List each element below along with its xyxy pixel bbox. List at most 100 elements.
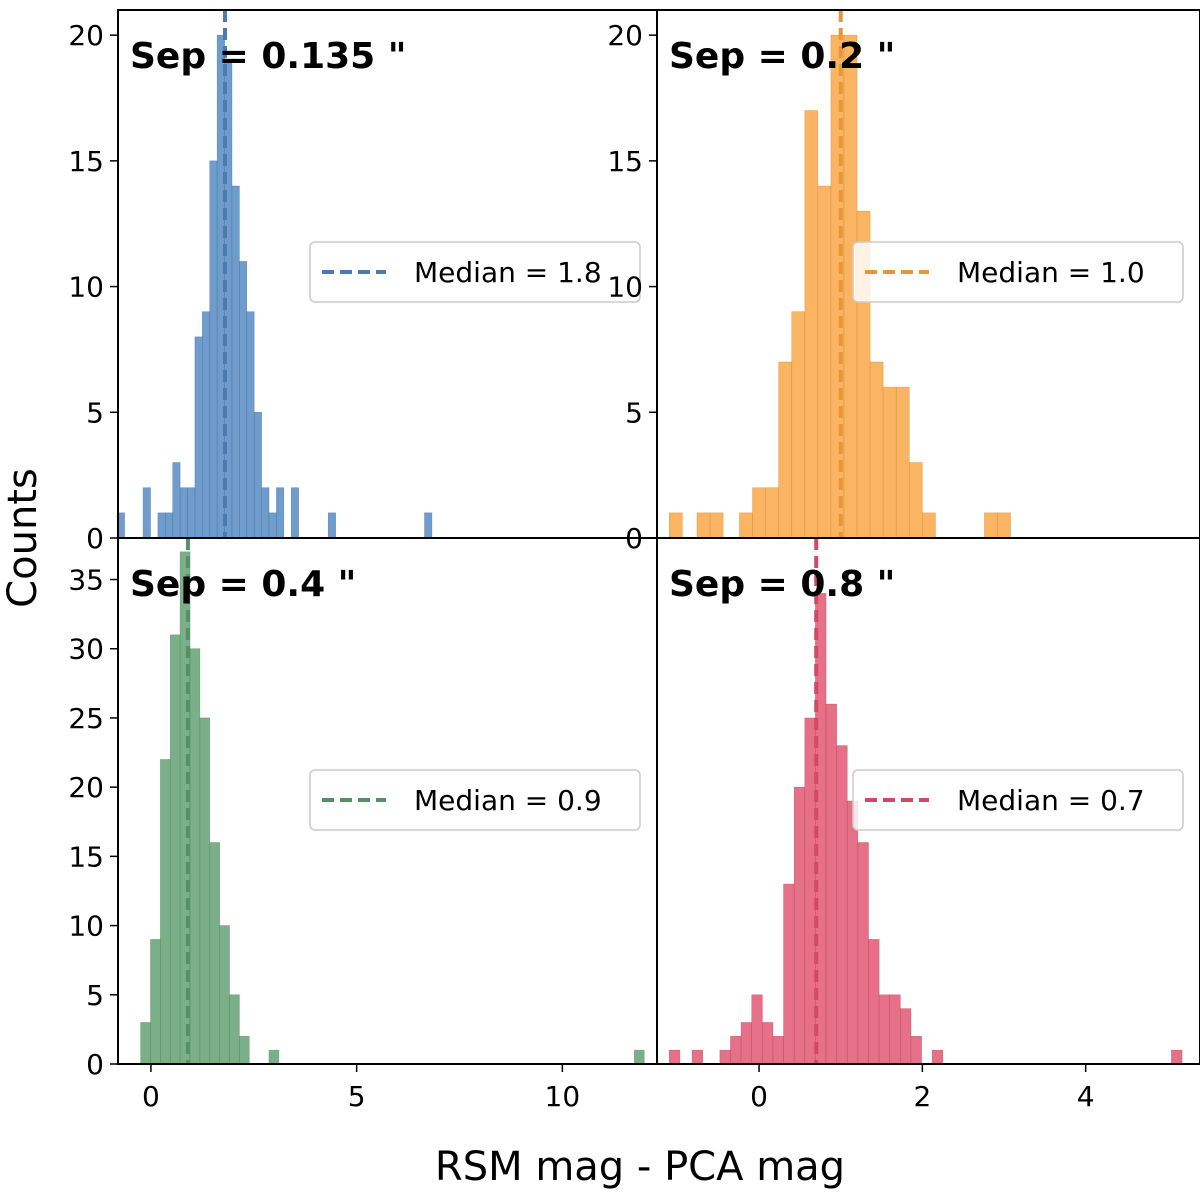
histogram-bar — [751, 994, 763, 1065]
histogram-bar — [327, 512, 336, 539]
histogram-bar — [290, 487, 299, 539]
y-tick-label: 15 — [607, 145, 643, 178]
legend: Median = 0.9 — [309, 769, 641, 831]
histogram-bar — [246, 311, 255, 539]
y-tick-label: 30 — [68, 633, 104, 666]
y-tick-label: 10 — [68, 271, 104, 304]
histogram-bar — [740, 1022, 753, 1065]
histogram-bar — [276, 487, 285, 539]
histogram-bar — [691, 1049, 704, 1065]
histogram-bar — [730, 1036, 742, 1065]
x-tick-label: 4 — [1077, 1080, 1095, 1113]
histogram-bar — [804, 717, 816, 1065]
histogram-bar — [922, 512, 936, 539]
histogram-bar — [140, 1022, 151, 1065]
histogram-bar — [209, 842, 220, 1065]
histogram-bar — [150, 939, 161, 1065]
histogram-bar — [172, 462, 181, 539]
y-tick-label: 10 — [607, 271, 643, 304]
legend: Median = 0.7 — [852, 769, 1184, 831]
legend: Median = 1.8 — [309, 241, 641, 303]
histogram-bar — [909, 462, 923, 539]
x-axis-label: RSM mag - PCA mag — [435, 1144, 845, 1190]
histogram-bar — [882, 386, 897, 539]
histogram-bar — [160, 759, 171, 1065]
histogram-bar — [261, 487, 270, 539]
y-axis-label: Counts — [0, 468, 46, 608]
histogram-bar — [931, 1049, 944, 1065]
histogram-bar — [778, 361, 793, 539]
y-tick-label: 0 — [86, 1048, 104, 1081]
histogram-bar — [857, 842, 869, 1065]
histogram-bar — [696, 512, 711, 539]
histogram-bar — [836, 745, 848, 1065]
y-tick-label: 15 — [68, 145, 104, 178]
legend: Median = 1.0 — [852, 241, 1184, 303]
y-tick-label: 0 — [86, 522, 104, 555]
panel-bottom-right: 0 2 4 Sep = 0.8 " Median = 0.7 — [656, 537, 1200, 1113]
histogram-bar — [765, 487, 779, 539]
histogram-bar — [895, 386, 910, 539]
histogram-bar — [762, 1022, 774, 1065]
histogram-bar — [739, 512, 753, 539]
histogram-bar — [709, 512, 724, 539]
histogram-bar — [268, 512, 277, 539]
y-tick-label: 15 — [68, 840, 104, 873]
histogram-bar — [668, 1049, 681, 1065]
histogram-bar — [846, 800, 859, 1065]
histogram-bar — [199, 717, 211, 1065]
histogram-bar — [910, 1036, 922, 1065]
y-tick-label: 35 — [68, 564, 104, 597]
histogram-bar — [165, 512, 174, 539]
histogram-bar — [804, 110, 819, 539]
histogram-bar — [1171, 1049, 1183, 1065]
histogram-bar — [424, 512, 433, 539]
histogram-bar — [878, 994, 891, 1065]
legend-box — [852, 769, 1184, 831]
legend-label: Median = 1.0 — [957, 256, 1145, 289]
histogram-bar — [142, 487, 151, 539]
y-tick-label: 20 — [68, 771, 104, 804]
histogram-bar — [169, 634, 181, 1065]
y-tick-label: 5 — [625, 396, 643, 429]
separation-annotation: Sep = 0.2 " — [669, 36, 895, 77]
legend-box — [309, 241, 641, 303]
y-tick-label: 10 — [68, 910, 104, 943]
histogram-bar — [219, 925, 230, 1065]
separation-annotation: Sep = 0.4 " — [130, 564, 356, 605]
x-tick-label: 0 — [142, 1080, 160, 1113]
y-tick-label: 25 — [68, 702, 104, 735]
histogram-bar — [194, 336, 203, 539]
histogram-bar — [239, 261, 248, 539]
histogram-bar — [869, 361, 884, 539]
legend-box — [852, 241, 1184, 303]
histogram-bar — [817, 185, 832, 539]
histogram-bar — [268, 1049, 280, 1065]
panel-bottom-left: 0 5 10 15 20 25 30 35 0 5 10 Sep = 0.4 " Median = 0.… — [68, 537, 658, 1113]
legend-label: Median = 0.7 — [957, 784, 1145, 817]
histogram-bar — [825, 703, 837, 1065]
histogram-bar — [229, 994, 240, 1065]
x-tick-label: 0 — [750, 1080, 768, 1113]
panel-top-left: 0 5 10 15 20 Sep = 0.135 " Median = 1.8 — [68, 9, 658, 555]
histogram-bar — [984, 512, 998, 539]
legend-label: Median = 0.9 — [414, 784, 602, 817]
y-tick-label: 5 — [86, 396, 104, 429]
y-tick-label: 20 — [607, 19, 643, 52]
x-tick-label: 2 — [913, 1080, 931, 1113]
histogram-bar — [202, 311, 211, 539]
histogram-bar — [253, 411, 262, 539]
histogram-bar — [668, 512, 683, 539]
histogram-bar — [997, 512, 1011, 539]
x-tick-label: 10 — [545, 1080, 581, 1113]
histogram-bar — [239, 1036, 250, 1065]
histogram-bar — [719, 1049, 731, 1065]
histogram-bar — [889, 994, 901, 1065]
histogram-bar — [772, 1036, 784, 1065]
histogram-bar — [783, 883, 795, 1065]
histogram-bar — [189, 648, 201, 1065]
